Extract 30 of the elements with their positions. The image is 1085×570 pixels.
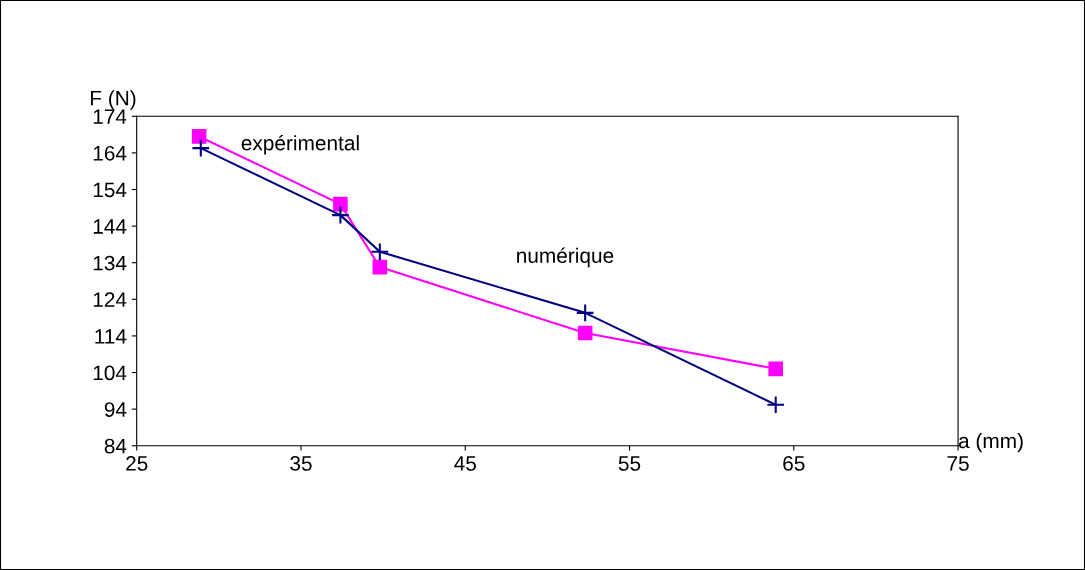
point [331,205,350,225]
x-tick-label: 35 [290,456,312,471]
series-label: numérique [517,247,614,268]
x-tick-label: 65 [783,456,805,471]
x-tick-label: 55 [618,456,641,471]
y-tick-label: 154 [93,182,127,198]
point [577,325,593,341]
series-label: expérimental [241,134,359,155]
point [370,242,390,262]
point [333,196,348,212]
y-tick-label: 124 [93,292,127,307]
y-axis-title: F (N) [90,90,136,110]
y-tick-label: 174 [93,109,127,124]
point [191,129,207,144]
point [372,259,388,275]
y-tick-label: 164 [93,145,127,161]
y-tick-label: 144 [93,219,127,234]
point [191,138,211,158]
y-tick-label: 114 [95,329,127,344]
x-tick-label: 45 [454,456,476,471]
y-tick-label: 94 [104,402,127,417]
y-tick-label: 104 [93,365,127,381]
point [766,395,786,415]
y-tick-label: 84 [104,438,127,454]
y-tick-label: 134 [93,255,127,271]
x-axis-title: a (mm) [958,432,1023,453]
point [768,361,784,377]
x-tick-label: 75 [947,456,969,471]
x-tick-label: 25 [126,456,148,471]
point [575,303,595,323]
